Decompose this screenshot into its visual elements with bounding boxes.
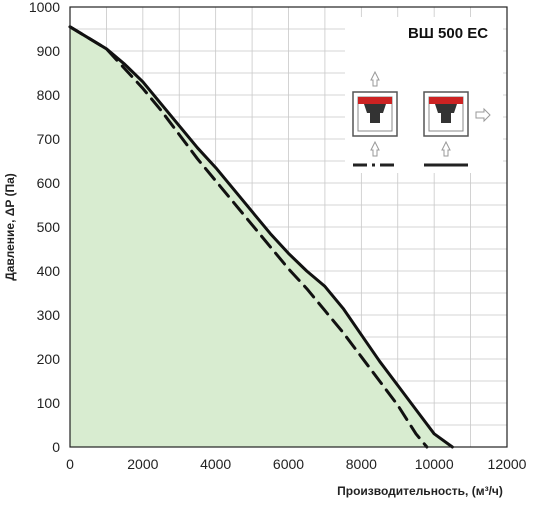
chart-title: ВШ 500 ЕС <box>408 25 488 42</box>
up-arrow-icon <box>370 140 380 157</box>
fan-diagram-side <box>423 91 491 167</box>
x-tick-label: 12000 <box>488 456 527 472</box>
y-tick-label: 200 <box>37 351 61 367</box>
y-tick-label: 700 <box>37 131 61 147</box>
x-tick-label: 6000 <box>273 456 304 472</box>
fan-panel <box>429 97 463 104</box>
y-tick-label: 600 <box>37 175 61 191</box>
y-tick-label: 0 <box>52 439 60 455</box>
fan-base <box>441 113 451 123</box>
chart-curves <box>68 25 454 449</box>
y-axis-label: Давление, ΔP (Па) <box>3 173 17 281</box>
y-tick-label: 900 <box>37 43 61 59</box>
plot-frame <box>69 6 508 448</box>
x-tick-label: 10000 <box>415 456 454 472</box>
y-tick-label: 100 <box>37 395 61 411</box>
right-arrow-icon <box>475 107 491 123</box>
up-arrow-icon <box>370 70 380 87</box>
x-tick-label: 8000 <box>346 456 377 472</box>
up-arrow-icon <box>441 140 451 157</box>
y-tick-label: 500 <box>37 219 61 235</box>
y-tick-label: 800 <box>37 87 61 103</box>
curve-dashed <box>68 25 429 449</box>
x-axis-ticks: 0 2000 4000 6000 8000 10000 12000 <box>66 456 527 472</box>
y-tick-label: 1000 <box>29 0 60 15</box>
curve-solid <box>68 25 454 449</box>
x-tick-label: 2000 <box>127 456 158 472</box>
x-tick-label: 0 <box>66 456 74 472</box>
x-tick-label: 4000 <box>200 456 231 472</box>
y-axis-ticks: 0 100 200 300 400 500 600 700 800 900 1000 <box>29 0 60 455</box>
x-axis-label: Производительность, (м³/ч) <box>337 484 503 498</box>
y-tick-label: 300 <box>37 307 61 323</box>
inset-panel: ВШ 500 ЕС <box>345 17 503 173</box>
y-tick-label: 400 <box>37 263 61 279</box>
fan-motor <box>364 104 386 113</box>
fan-motor <box>435 104 457 113</box>
fan-diagram-vertical <box>352 70 399 167</box>
fan-panel <box>358 97 392 104</box>
fan-base <box>370 113 380 123</box>
